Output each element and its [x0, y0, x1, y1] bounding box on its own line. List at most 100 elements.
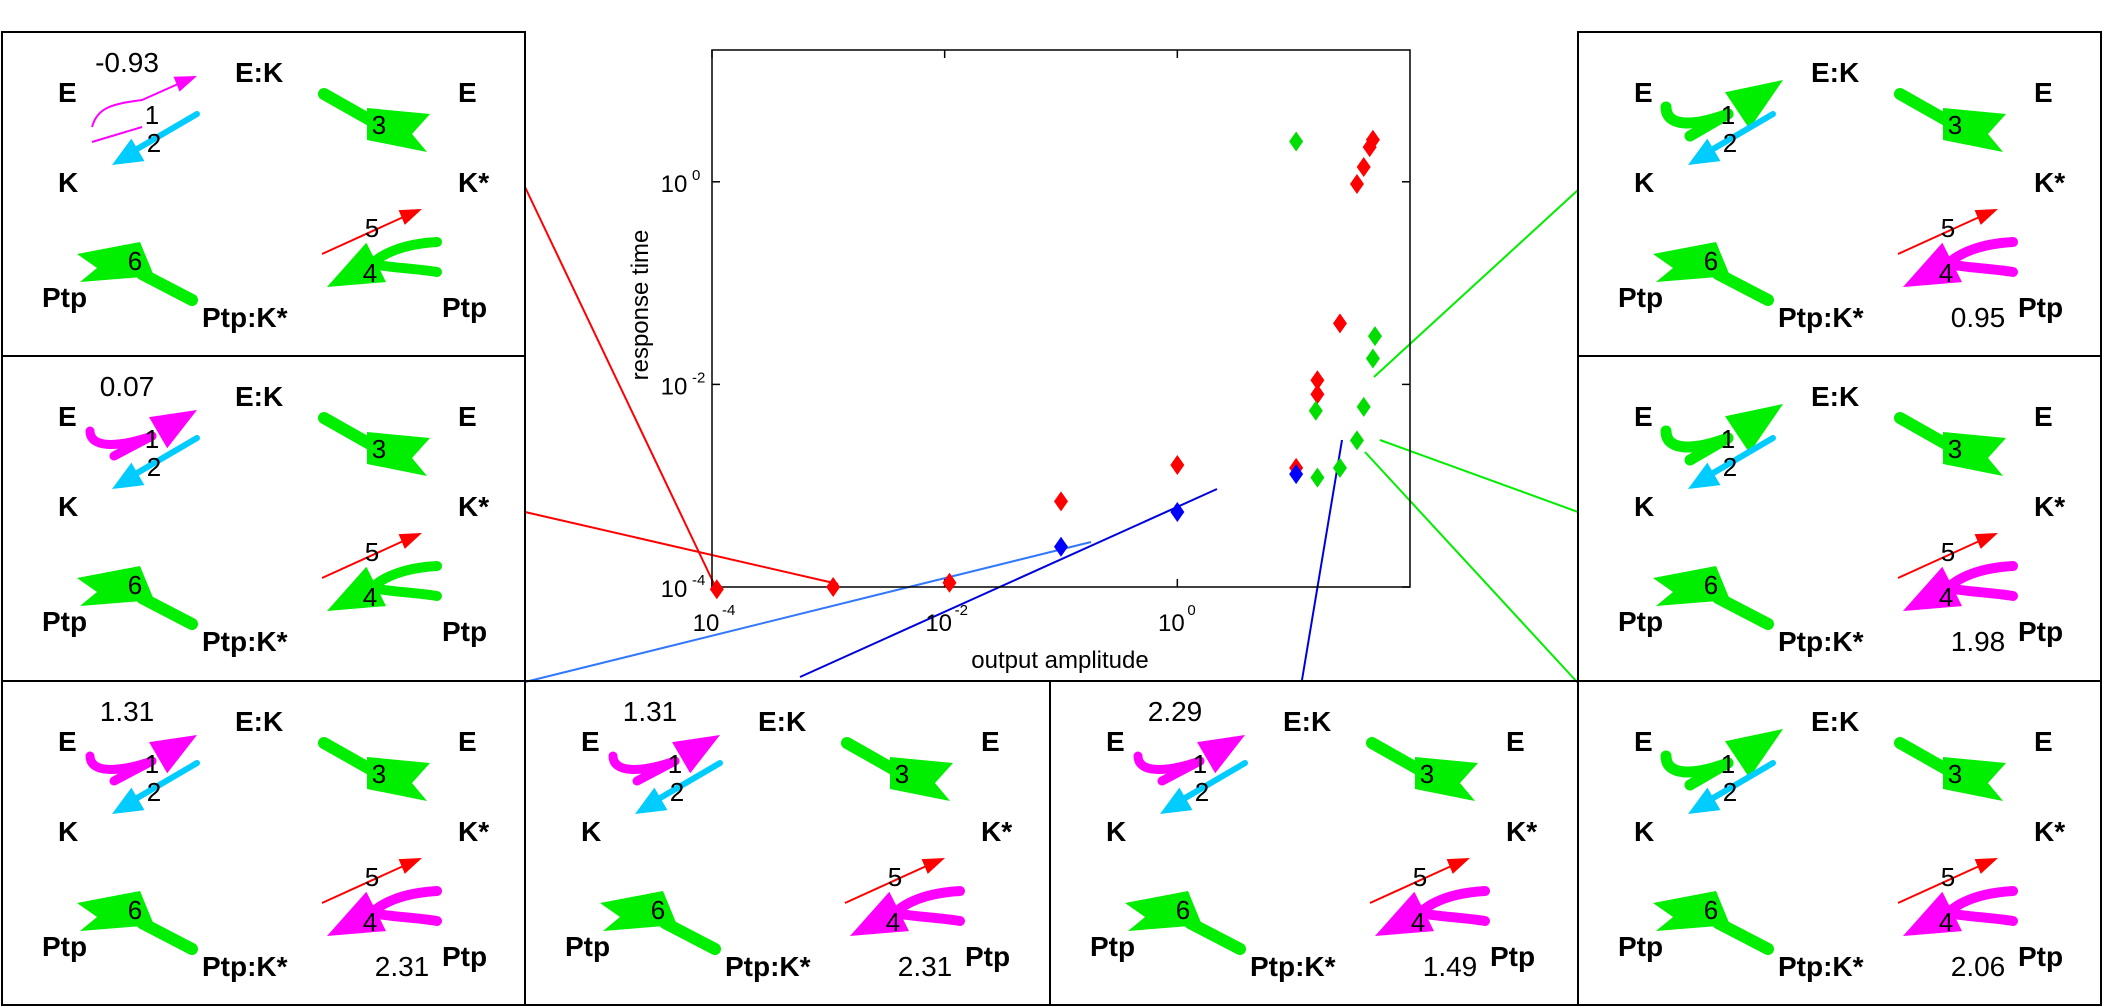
reaction-6-arrowhead: [1653, 242, 1730, 282]
edge-weight-label: 1.31: [623, 696, 678, 727]
reaction-4-edge-b: [1943, 259, 2018, 277]
species-ptp-label: Ptp: [1618, 282, 1663, 313]
species-e-right-label: E: [458, 77, 477, 108]
species-ek-label: E:K: [235, 381, 283, 412]
network-panel-p4: E E:K E K K* Ptp Ptp:K* Ptp 12 3 6 5 4 1.31 2.31: [565, 696, 1012, 982]
data-point-1: [1349, 430, 1364, 451]
species-ptp-label: Ptp: [565, 931, 610, 962]
x-tick-exponent: -4: [722, 602, 735, 619]
reaction-4-arrowhead: [1903, 566, 1963, 611]
reaction-5-arrowhead: [1974, 533, 1998, 549]
species-ptpk-label: Ptp:K*: [202, 626, 288, 657]
reaction-1-edge-b: [632, 756, 680, 786]
edge-weight-label: 2.29: [1148, 696, 1203, 727]
species-ek-label: E:K: [1811, 706, 1859, 737]
species-ptp-label: Ptp: [1618, 606, 1663, 637]
reaction-6-edge: [1712, 268, 1774, 306]
edge-weight-label-2: 1.98: [1951, 626, 2006, 657]
reaction-4-arrowhead: [327, 242, 387, 287]
reaction-3-arrowhead: [367, 108, 430, 152]
edge-weight-label-2: 2.06: [1951, 951, 2006, 982]
species-ptp-right-label: Ptp: [1490, 941, 1535, 972]
species-e-right-label: E: [458, 726, 477, 757]
reaction-2-arrowhead: [1688, 787, 1721, 814]
reaction-1-arrowhead: [672, 735, 720, 774]
y-tick-label: 10: [661, 373, 688, 400]
reaction-1-arrowhead: [1725, 80, 1783, 129]
species-e-label: E: [1106, 726, 1125, 757]
data-point-0: [1054, 491, 1068, 512]
reaction-2-number: 2: [147, 128, 161, 158]
reaction-6-number: 6: [128, 246, 142, 276]
reaction-5-edge: [321, 537, 411, 579]
reaction-4-arrowhead: [1375, 891, 1435, 936]
reaction-3-arrowhead: [367, 757, 430, 801]
panel-border-p8: [1577, 31, 2102, 357]
edge-weight-label: 0.07: [100, 371, 155, 402]
reaction-3-number: 3: [1948, 759, 1962, 789]
data-point-1: [1310, 467, 1325, 488]
data-point-0: [942, 572, 957, 593]
reaction-1-edge: [91, 79, 188, 128]
species-kstar-label: K*: [458, 167, 489, 198]
connector-red-2: [524, 511, 839, 585]
reaction-6-number: 6: [128, 570, 142, 600]
reaction-1-edge-b: [91, 126, 143, 143]
reaction-6-arrowhead: [1125, 891, 1202, 931]
reaction-3-arrowhead: [1943, 432, 2006, 476]
reaction-4-arrowhead: [1903, 891, 1963, 936]
reaction-6-arrowhead: [77, 242, 154, 282]
species-ptp-label: Ptp: [42, 931, 87, 962]
network-panel-p5: E E:K E K K* Ptp Ptp:K* Ptp 12 3 6 5 4 2.29 1.49: [1090, 696, 1537, 982]
data-point-1: [1367, 326, 1382, 347]
reaction-5-edge: [321, 213, 411, 255]
edge-weight-label: -0.93: [95, 47, 159, 78]
data-point-0: [1310, 370, 1325, 391]
reaction-4-number: 4: [886, 907, 900, 937]
species-ptp-right-label: Ptp: [2018, 292, 2063, 323]
reaction-4-number: 4: [1939, 907, 1953, 937]
species-e-right-label: E: [2034, 401, 2053, 432]
species-kstar-label: K*: [458, 816, 489, 847]
reaction-3-number: 3: [1420, 759, 1434, 789]
reaction-2-edge: [652, 760, 723, 804]
network-panel-p2: E E:K E K K* Ptp Ptp:K* Ptp 12 3 6 5 4 0.07: [42, 371, 489, 657]
species-ek-label: E:K: [235, 706, 283, 737]
y-tick-exponent: -2: [692, 369, 705, 386]
connector-blue-1: [799, 488, 1218, 678]
reaction-3-number: 3: [1948, 110, 1962, 140]
species-k-label: K: [58, 816, 78, 847]
species-kstar-label: K*: [1506, 816, 1537, 847]
reaction-6-edge: [136, 268, 198, 306]
reaction-3-arrowhead: [1943, 757, 2006, 801]
reaction-2-arrowhead: [1160, 787, 1193, 814]
reaction-5-number: 5: [365, 862, 379, 892]
species-ptpk-label: Ptp:K*: [202, 302, 288, 333]
data-point-1: [1365, 348, 1380, 369]
species-ptp-label: Ptp: [42, 606, 87, 637]
reaction-1-number: 1: [145, 100, 159, 130]
reaction-1-number: 1: [1721, 100, 1735, 130]
reaction-6-edge: [136, 917, 198, 955]
reaction-5-edge: [1897, 537, 1987, 579]
species-e-label: E: [581, 726, 600, 757]
reaction-4-number: 4: [363, 907, 377, 937]
reaction-4-number: 4: [1939, 582, 1953, 612]
data-point-1: [1332, 457, 1347, 478]
species-e-label: E: [1634, 77, 1653, 108]
reaction-2-arrowhead: [112, 787, 145, 814]
reaction-4-arrowhead: [850, 891, 910, 936]
reaction-4-edge-b: [1415, 908, 1490, 926]
reaction-5-number: 5: [888, 862, 902, 892]
edge-weight-label-2: 1.49: [1423, 951, 1478, 982]
reaction-3-number: 3: [895, 759, 909, 789]
plot-frame: [711, 49, 1411, 588]
reaction-3-arrowhead: [367, 432, 430, 476]
reaction-3-number: 3: [1948, 434, 1962, 464]
connector-green-3: [1364, 451, 1579, 684]
data-point-1: [1308, 400, 1323, 421]
reaction-5-number: 5: [365, 537, 379, 567]
connector-red-1: [524, 186, 716, 587]
reaction-6-edge: [1712, 592, 1774, 630]
